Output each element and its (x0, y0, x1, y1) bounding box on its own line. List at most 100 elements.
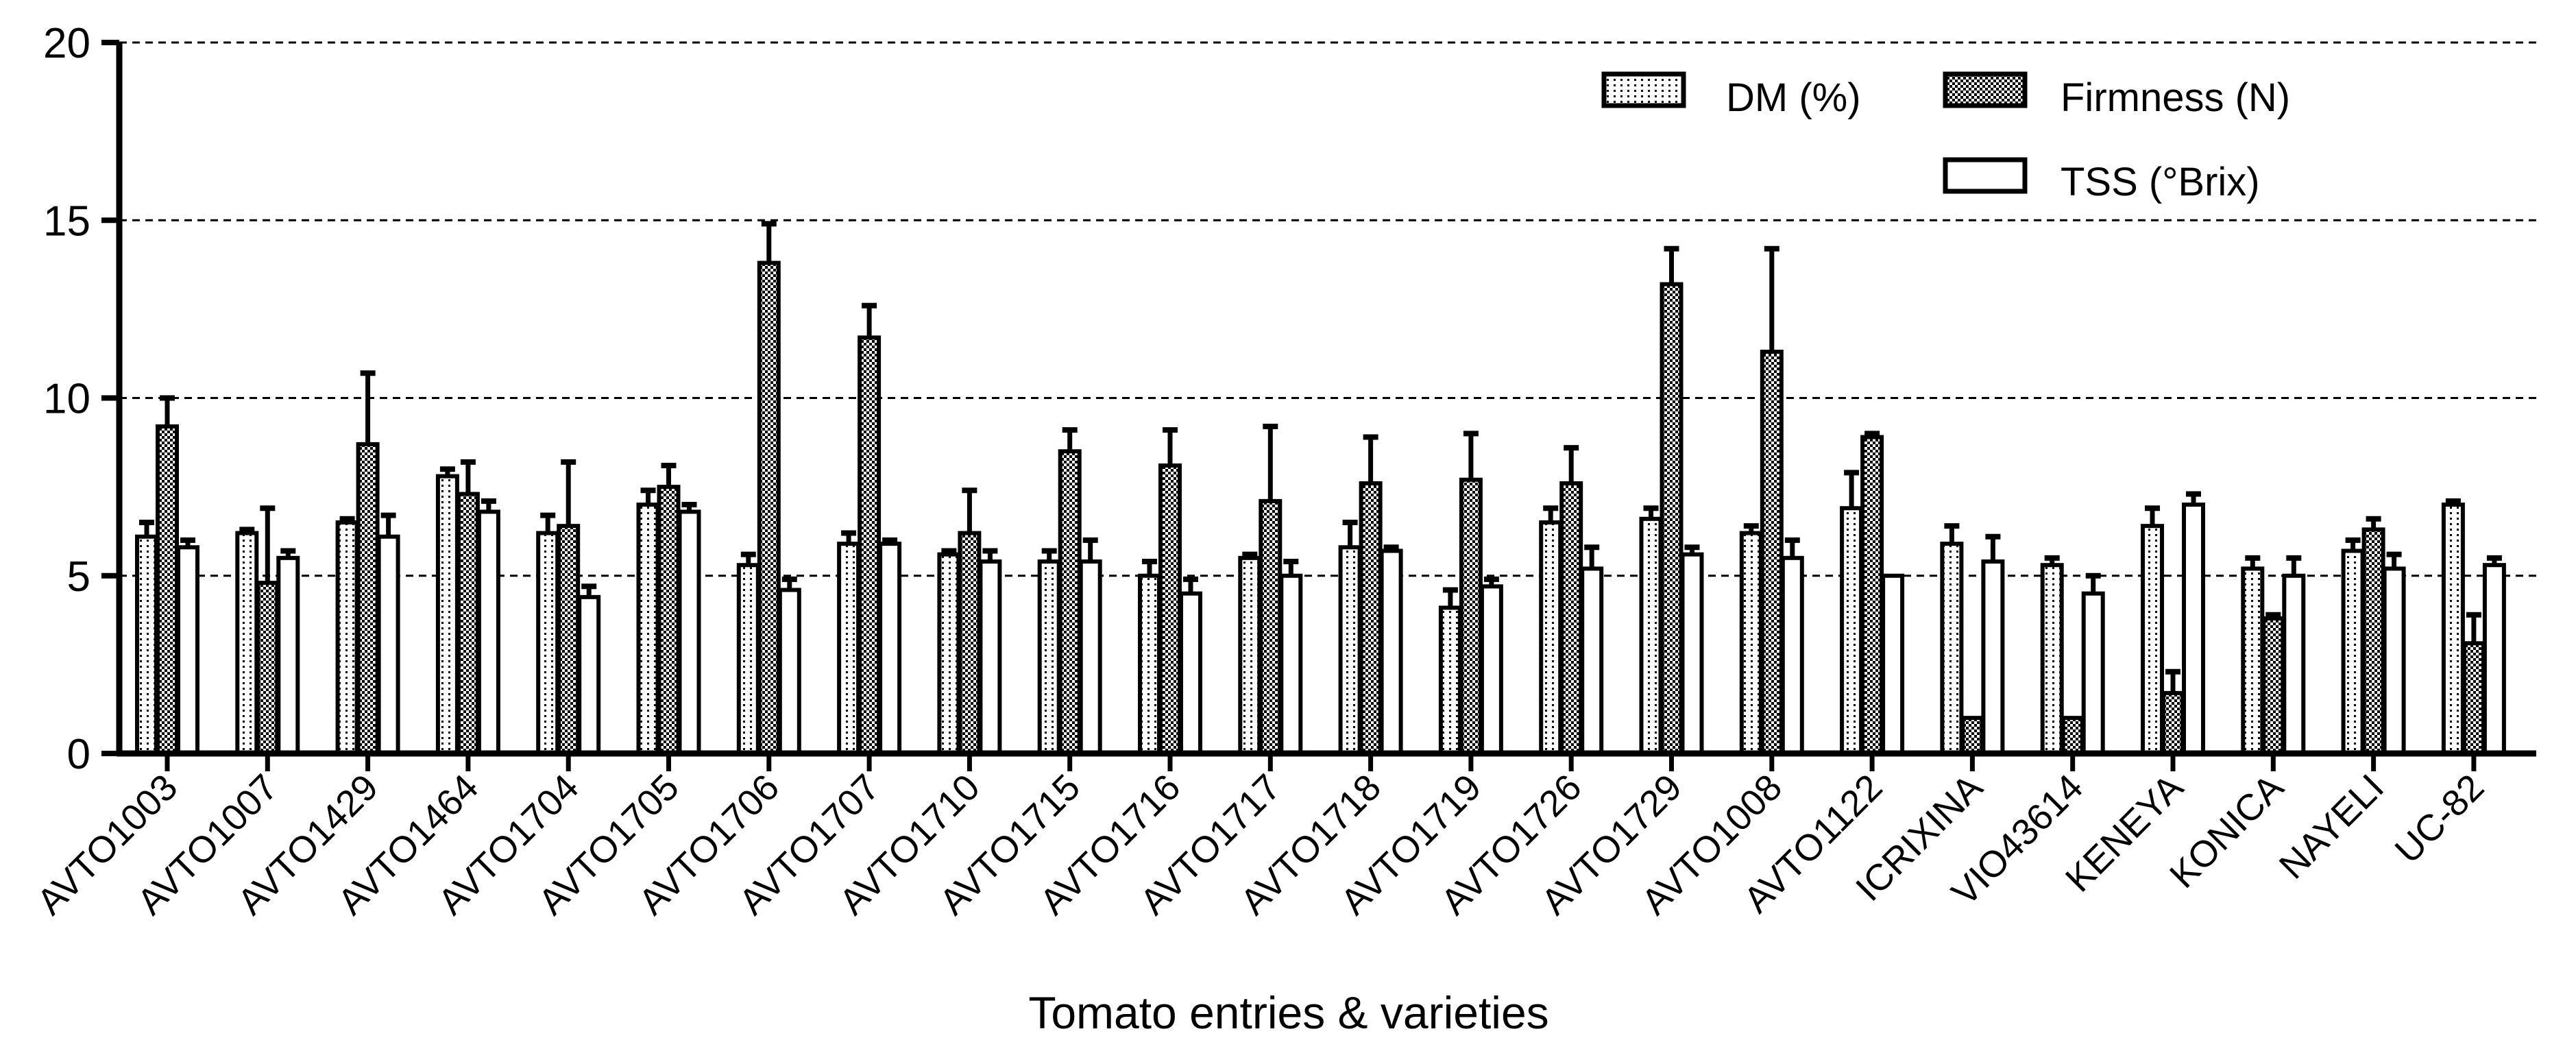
bar-dm (837, 542, 861, 756)
bar-firmness-n (356, 442, 380, 756)
bar-dm (1138, 573, 1161, 756)
bar-tss-brix (978, 559, 1002, 756)
y-tick-label: 10 (43, 376, 90, 423)
category-group (2141, 491, 2205, 756)
category-group (937, 487, 1002, 756)
bar-dm (1238, 555, 1262, 756)
category-group (1840, 431, 1905, 756)
bar-dm (937, 552, 961, 756)
bars (135, 221, 2506, 756)
bar-dm (1338, 545, 1362, 756)
category-group (435, 459, 500, 756)
x-axis-title: Tomato entries & varieties (1028, 987, 1548, 1038)
x-axis-ticks: AVTO1003AVTO1007AVTO1429AVTO1464AVTO1704… (29, 753, 2492, 923)
bar-firmness-n (156, 424, 179, 756)
bar-dm (135, 534, 158, 756)
bar-tss-brix (1479, 584, 1503, 756)
bar-firmness-n (1259, 498, 1283, 756)
bar-dm (2441, 503, 2465, 756)
bar-firmness-n (757, 261, 781, 756)
bar-firmness-n (1860, 435, 1884, 756)
category-group (335, 370, 400, 756)
category-group (235, 505, 300, 756)
category-group (837, 302, 902, 756)
bar-tss-brix (577, 594, 601, 756)
bar-firmness-n (557, 524, 581, 756)
category-group (2040, 555, 2105, 756)
legend-item: DM (%) (1601, 71, 1861, 120)
bar-dm (2241, 566, 2265, 756)
bar-tss-brix (2081, 591, 2105, 756)
bar-tss-brix (1279, 573, 1303, 756)
bar-firmness-n (1559, 481, 1583, 756)
bar-tss-brix (2182, 503, 2205, 756)
bar-tss-brix (878, 542, 902, 756)
category-group (1037, 427, 1102, 756)
bar-firmness-n (2161, 690, 2185, 756)
y-tick-label: 0 (67, 731, 90, 778)
bar-tss-brix (176, 545, 199, 756)
bar-dm (1539, 520, 1563, 756)
bar-dm (235, 531, 259, 756)
category-group (1438, 431, 1503, 756)
legend-swatch (1943, 71, 2028, 108)
bar-firmness-n (1459, 477, 1483, 756)
y-tick-label: 20 (43, 20, 90, 67)
bar-tss-brix (1379, 548, 1403, 756)
legend-swatch (1601, 71, 1686, 108)
bar-dm (536, 531, 560, 756)
bar-tss-brix (777, 588, 801, 756)
bar-firmness-n (1058, 449, 1082, 756)
bar-dm (1840, 506, 1864, 756)
category-group (636, 463, 701, 756)
y-tick-label: 15 (43, 197, 90, 245)
gridlines (119, 41, 2536, 577)
legend-label: TSS (°Brix) (2061, 160, 2260, 204)
bar-dm (1438, 605, 1462, 756)
category-group (736, 221, 801, 756)
x-tick-label: UC-82 (2387, 767, 2492, 871)
bar-tss-brix (2382, 566, 2406, 756)
category-group (1238, 423, 1303, 756)
bar-dm (2040, 563, 2064, 756)
bar-firmness-n (958, 531, 982, 756)
bar-dm (335, 520, 359, 756)
bar-dm (736, 563, 760, 756)
bar-tss-brix (677, 509, 701, 756)
y-axis-ticks: 0 5 10 15 20 (43, 20, 119, 778)
bar-firmness-n (657, 485, 681, 756)
category-group (1138, 427, 1202, 756)
bar-tss-brix (376, 534, 400, 756)
bar-tss-brix (2482, 563, 2506, 756)
bar-dm (1940, 542, 1964, 756)
bar-firmness-n (256, 581, 280, 756)
category-group (536, 459, 601, 756)
legend-label: Firmness (N) (2061, 75, 2290, 120)
category-group (1639, 245, 1704, 756)
category-group (2241, 555, 2306, 756)
y-tick-label: 5 (67, 553, 90, 601)
bar-tss-brix (1179, 591, 1202, 756)
bar-firmness-n (858, 335, 882, 756)
category-group (1539, 445, 1604, 756)
bar-tss-brix (2282, 573, 2306, 756)
bar-firmness-n (2361, 527, 2385, 756)
bar-firmness-n (1660, 282, 1684, 756)
bar-dm (435, 474, 459, 756)
bar-tss-brix (1981, 559, 2005, 756)
x-tick-label: NAYELI (2272, 767, 2392, 886)
legend-label: DM (%) (1726, 75, 1861, 120)
bar-firmness-n (456, 492, 480, 756)
bar-dm (1739, 531, 1763, 756)
legend-item: Firmness (N) (1943, 71, 2290, 120)
bar-tss-brix (276, 555, 300, 756)
bar-dm (1037, 559, 1061, 756)
category-group (1940, 523, 2005, 756)
bar-tss-brix (1780, 555, 1804, 756)
bar-firmness-n (2061, 716, 2085, 756)
bar-firmness-n (1359, 481, 1383, 756)
bar-tss-brix (1680, 552, 1704, 756)
legend: DM (%) Firmness (N) TSS (°Brix) (1601, 71, 2290, 204)
category-group (1338, 434, 1403, 756)
bar-firmness-n (1760, 350, 1784, 756)
